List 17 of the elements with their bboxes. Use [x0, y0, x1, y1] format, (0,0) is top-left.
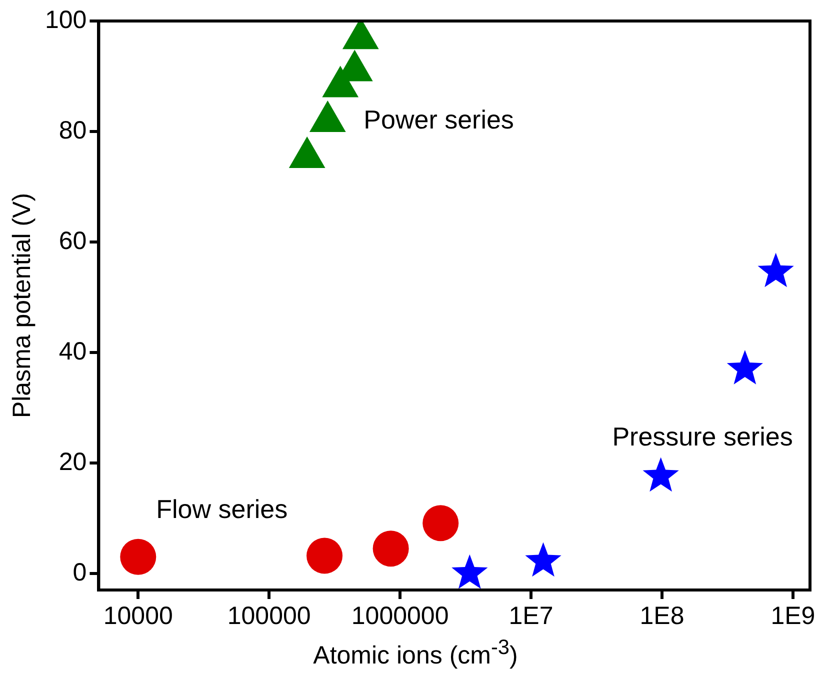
- x-tick-label: 1E8: [640, 602, 684, 630]
- x-axis-title: Atomic ions (cm$^{-3}$): [312, 636, 519, 670]
- series-label: Power series: [364, 104, 514, 135]
- x-tick-label: 100000: [227, 602, 311, 630]
- y-tick-label: 40: [58, 337, 87, 366]
- y-tick-label: 100: [44, 6, 87, 34]
- x-tick-label: 1E9: [770, 602, 816, 630]
- series-label: Flow series: [156, 494, 288, 524]
- y-tick-label: 20: [58, 448, 87, 476]
- x-tick-label: 10000: [103, 602, 173, 630]
- x-tick-label: 1000000: [351, 602, 449, 630]
- y-tick-label: 80: [58, 116, 87, 144]
- y-axis-title: Plasma potential (V): [8, 192, 36, 418]
- y-tick-label: 0: [72, 558, 87, 586]
- series-label: Pressure series: [612, 421, 793, 452]
- y-tick-label: 60: [58, 226, 87, 255]
- x-tick-label: 1E7: [508, 602, 554, 630]
